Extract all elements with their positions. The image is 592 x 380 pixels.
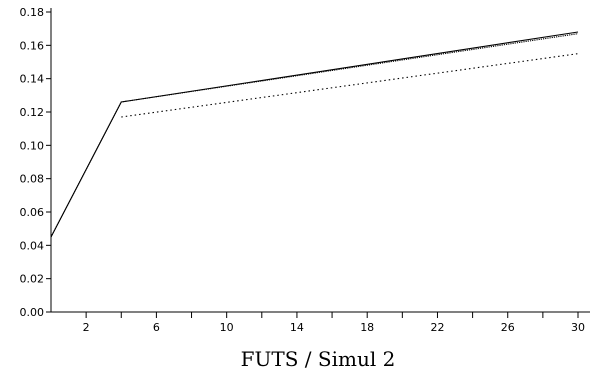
x-tick-label: 26 (501, 321, 515, 334)
y-tick-label: 0.14 (20, 73, 45, 86)
series-line-2 (50, 33, 579, 238)
x-axis: 2 6 10 14 18 22 26 30 (51, 311, 590, 334)
x-tick-label: 18 (360, 321, 374, 334)
x-tick-label: 2 (83, 321, 90, 334)
series-lines (50, 31, 579, 238)
x-axis-label: FUTS / Simul 2 (241, 347, 396, 371)
x-tick-label: 6 (153, 321, 160, 334)
y-tick-label: 0.12 (20, 106, 45, 119)
x-tick-label: 14 (290, 321, 304, 334)
x-tick-label: 22 (430, 321, 444, 334)
y-axis: 0.00 0.02 0.04 0.06 0.08 0.10 0.12 0.14 0.16 0.18 (20, 6, 52, 319)
y-tick-label: 0.06 (20, 206, 45, 219)
y-tick-label: 0.16 (20, 39, 45, 52)
y-tick-label: 0.02 (20, 273, 45, 286)
y-tick-label: 0.04 (20, 239, 45, 252)
y-tick-label: 0.00 (20, 306, 45, 319)
y-tick-label: 0.18 (20, 6, 45, 19)
x-tick-label: 30 (571, 321, 585, 334)
y-tick-label: 0.08 (20, 173, 45, 186)
x-tick-label: 10 (220, 321, 234, 334)
series-line-1 (50, 31, 579, 238)
series-line-3 (121, 53, 579, 118)
y-tick-label: 0.10 (20, 139, 45, 152)
